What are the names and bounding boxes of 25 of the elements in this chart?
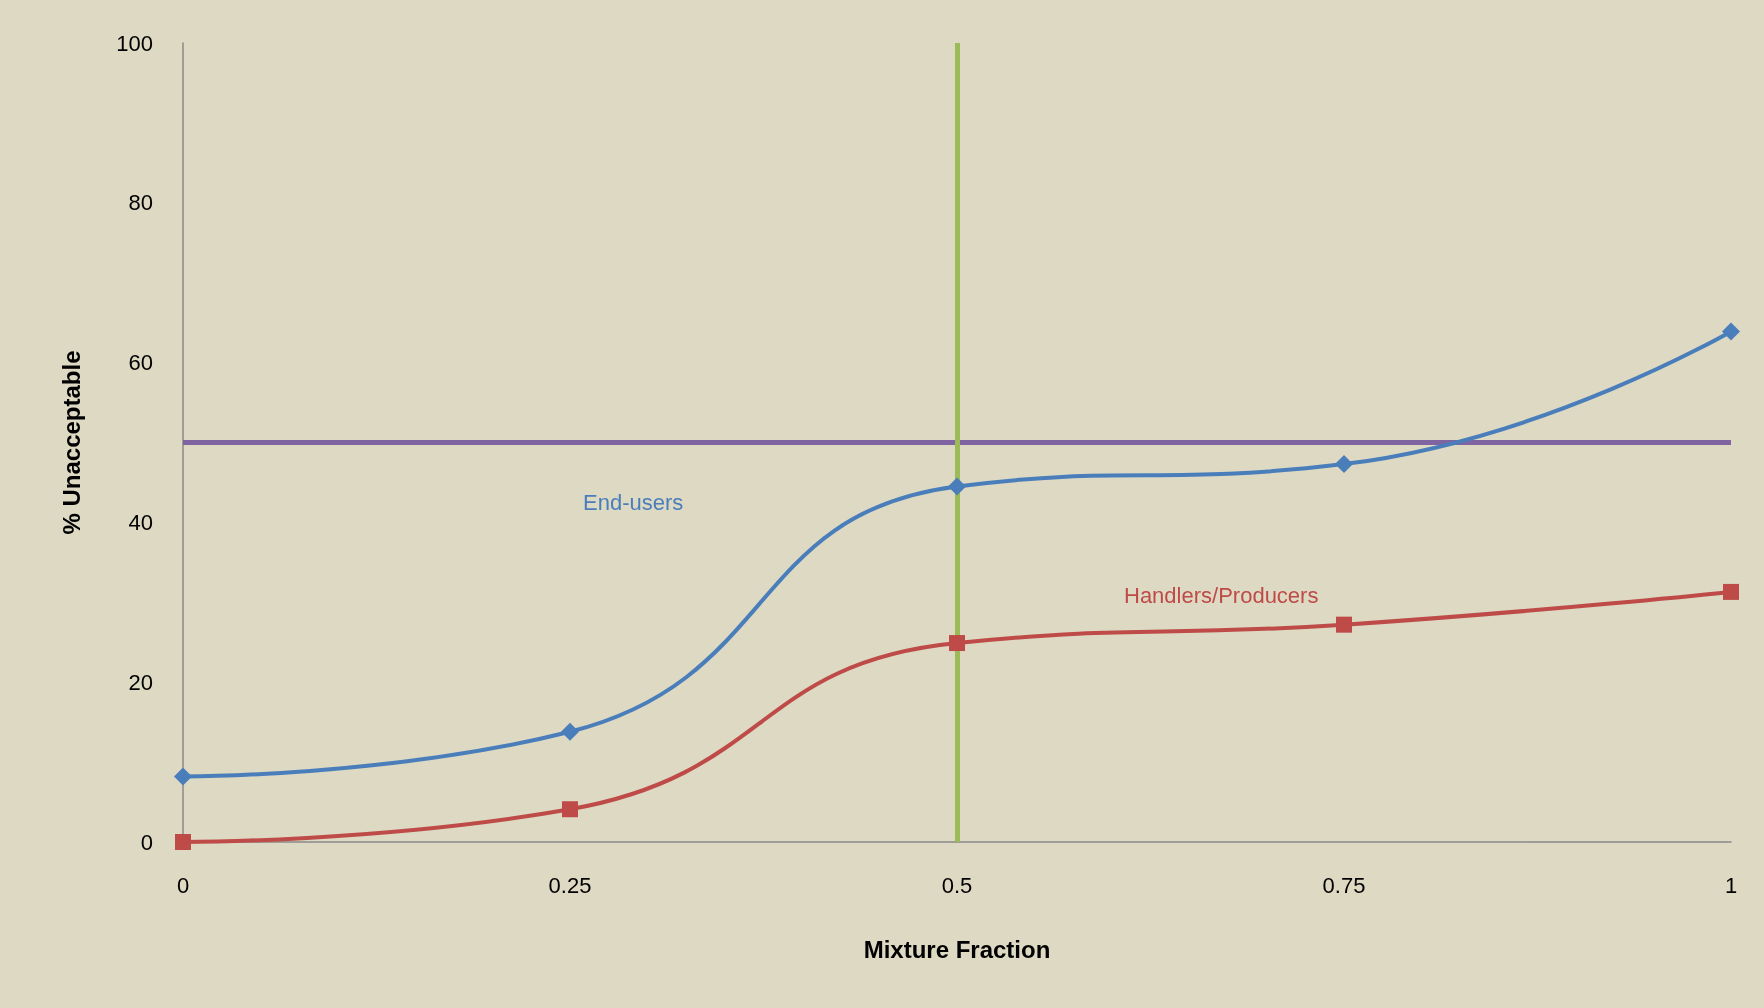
point xyxy=(948,477,966,496)
point xyxy=(949,635,965,652)
point xyxy=(1722,322,1740,341)
x-tick-label: 0 xyxy=(176,872,190,898)
x-tick-label: 0.5 xyxy=(941,872,973,898)
point xyxy=(175,834,191,850)
point xyxy=(1723,583,1739,600)
y-axis-title: % Unacceptable xyxy=(57,350,85,535)
y-tick-label: 80 xyxy=(128,190,153,216)
y-tick-label: 0 xyxy=(140,829,153,855)
point xyxy=(1335,455,1353,474)
x-tick-label: 0.75 xyxy=(1322,872,1366,898)
y-tick-label: 60 xyxy=(128,350,153,376)
x-tick-label: 0.25 xyxy=(548,872,592,898)
text: End-users xyxy=(583,489,684,515)
point xyxy=(174,767,192,786)
y-tick-label: 40 xyxy=(128,509,153,535)
point xyxy=(562,801,578,818)
point xyxy=(561,722,579,741)
y-tick-label: 100 xyxy=(116,30,153,56)
y-tick-label: 20 xyxy=(128,669,153,695)
series-label: Handlers/Producers xyxy=(1124,583,1319,609)
point xyxy=(1336,616,1352,633)
x-axis-title: Mixture Fraction xyxy=(863,935,1051,963)
x-tick-label: 1 xyxy=(1724,872,1738,898)
